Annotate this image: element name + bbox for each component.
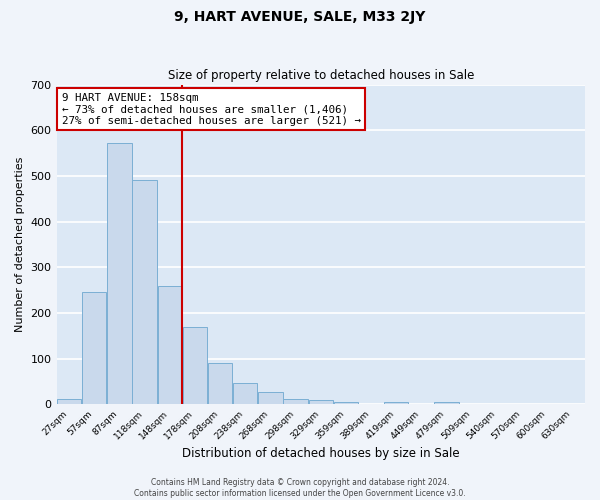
- Bar: [384, 402, 409, 404]
- Text: 9, HART AVENUE, SALE, M33 2JY: 9, HART AVENUE, SALE, M33 2JY: [175, 10, 425, 24]
- Bar: [107, 142, 131, 404]
- Bar: [308, 400, 333, 404]
- Bar: [233, 383, 257, 404]
- Bar: [57, 398, 82, 404]
- Bar: [208, 364, 232, 405]
- Y-axis label: Number of detached properties: Number of detached properties: [15, 157, 25, 332]
- Bar: [334, 402, 358, 404]
- Title: Size of property relative to detached houses in Sale: Size of property relative to detached ho…: [167, 69, 474, 82]
- Bar: [158, 286, 182, 405]
- X-axis label: Distribution of detached houses by size in Sale: Distribution of detached houses by size …: [182, 447, 460, 460]
- Bar: [283, 398, 308, 404]
- Bar: [82, 292, 106, 405]
- Text: 9 HART AVENUE: 158sqm
← 73% of detached houses are smaller (1,406)
27% of semi-d: 9 HART AVENUE: 158sqm ← 73% of detached …: [62, 92, 361, 126]
- Text: Contains HM Land Registry data © Crown copyright and database right 2024.
Contai: Contains HM Land Registry data © Crown c…: [134, 478, 466, 498]
- Bar: [133, 180, 157, 404]
- Bar: [434, 402, 459, 404]
- Bar: [183, 327, 207, 404]
- Bar: [258, 392, 283, 404]
